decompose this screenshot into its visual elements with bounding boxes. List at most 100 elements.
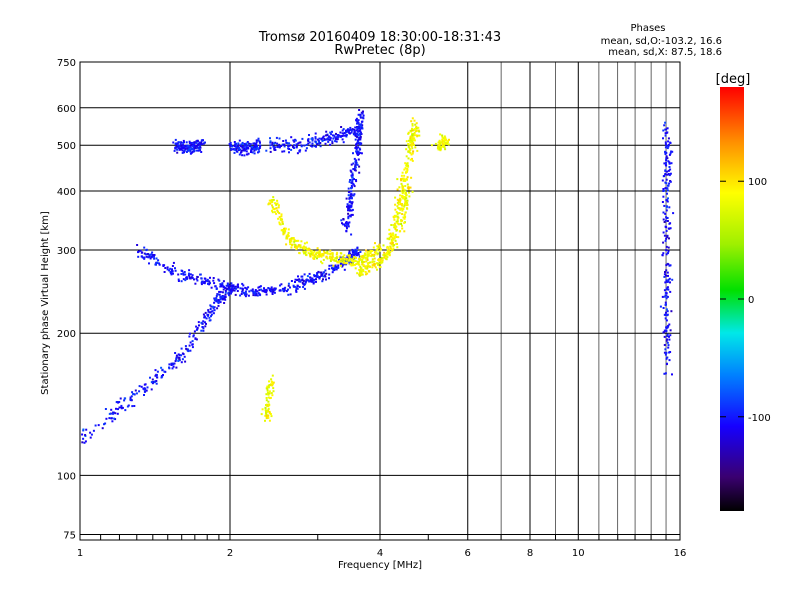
echo-point <box>665 199 668 202</box>
echo-point <box>154 263 157 266</box>
echo-point <box>336 138 339 141</box>
echo-point <box>250 149 253 152</box>
echo-point <box>357 260 360 263</box>
echo-point <box>131 405 134 408</box>
echo-point <box>272 208 275 210</box>
echo-point <box>135 392 138 395</box>
echo-point <box>366 251 369 254</box>
echo-point <box>665 237 668 240</box>
echo-point <box>666 295 669 298</box>
echo-point <box>318 277 321 280</box>
echo-point <box>318 249 321 252</box>
echo-point <box>155 257 158 260</box>
echo-point <box>340 252 343 255</box>
echo-point <box>81 433 84 436</box>
echo-point <box>364 267 367 270</box>
echo-point <box>668 338 671 341</box>
echo-point <box>229 290 232 293</box>
echo-point <box>410 153 413 156</box>
echo-point <box>348 209 351 212</box>
echo-point <box>273 291 276 294</box>
echo-point <box>406 168 409 170</box>
echo-point <box>361 256 364 259</box>
echo-point <box>661 254 664 257</box>
echo-point <box>411 124 414 127</box>
echo-point <box>337 136 340 139</box>
echo-point <box>343 263 346 266</box>
echo-point <box>288 151 290 154</box>
echo-point <box>84 440 87 443</box>
echo-point <box>411 129 414 132</box>
echo-point <box>224 298 227 301</box>
echo-point <box>411 141 414 144</box>
echo-point <box>278 216 281 219</box>
echo-point <box>269 150 272 153</box>
echo-point <box>178 145 181 148</box>
echo-point <box>356 127 359 130</box>
echo-point <box>268 392 271 395</box>
echo-point <box>352 264 355 267</box>
echo-point <box>348 252 350 255</box>
echo-point <box>146 253 149 256</box>
echo-point <box>661 295 664 298</box>
echo-point <box>409 158 412 161</box>
echo-point <box>301 282 304 284</box>
echo-point <box>188 269 191 272</box>
echo-point <box>331 140 334 143</box>
echo-point <box>345 230 348 233</box>
echo-point <box>305 280 307 283</box>
echo-point <box>410 176 413 179</box>
echo-point <box>340 262 342 265</box>
echo-point <box>209 276 211 279</box>
echo-point <box>663 331 665 334</box>
echo-point <box>284 227 287 230</box>
echo-point <box>290 246 293 249</box>
echo-point <box>357 252 360 254</box>
echo-point <box>368 265 371 268</box>
echo-point <box>235 287 238 290</box>
echo-point <box>357 134 360 137</box>
echo-point <box>160 375 163 377</box>
echo-point <box>307 140 310 142</box>
echo-point <box>285 243 288 246</box>
echo-point <box>411 127 413 130</box>
echo-point <box>371 250 374 252</box>
echo-point <box>350 182 353 185</box>
echo-point <box>345 257 348 260</box>
echo-point <box>258 285 261 288</box>
echo-point <box>218 290 221 293</box>
echo-point <box>295 289 298 292</box>
echo-point <box>670 162 673 165</box>
echo-point <box>665 319 668 322</box>
echo-point <box>398 212 401 215</box>
echo-point <box>350 187 353 190</box>
echo-point <box>174 146 177 149</box>
echo-point <box>173 149 176 152</box>
echo-point <box>342 223 345 226</box>
echo-point <box>217 278 220 281</box>
echo-point <box>186 149 189 152</box>
echo-point <box>265 412 267 415</box>
echo-point <box>252 142 255 145</box>
echo-point <box>129 398 132 401</box>
echo-point <box>352 262 354 265</box>
echo-point <box>280 283 283 286</box>
echo-point <box>174 269 177 272</box>
echo-point <box>363 252 366 255</box>
echo-point <box>173 362 176 365</box>
echo-point <box>193 147 196 150</box>
echo-point <box>663 335 666 338</box>
echo-point <box>82 437 85 440</box>
echo-point <box>360 120 363 123</box>
echo-point <box>268 412 271 415</box>
echo-point <box>388 238 391 241</box>
plot-frame <box>79 61 681 541</box>
echo-point <box>352 194 355 197</box>
echo-point <box>301 246 304 249</box>
echo-point <box>665 308 668 311</box>
echo-point <box>665 327 668 330</box>
echo-point <box>303 283 306 286</box>
echo-point <box>141 256 144 259</box>
echo-point <box>255 139 258 142</box>
echo-point <box>342 218 345 220</box>
